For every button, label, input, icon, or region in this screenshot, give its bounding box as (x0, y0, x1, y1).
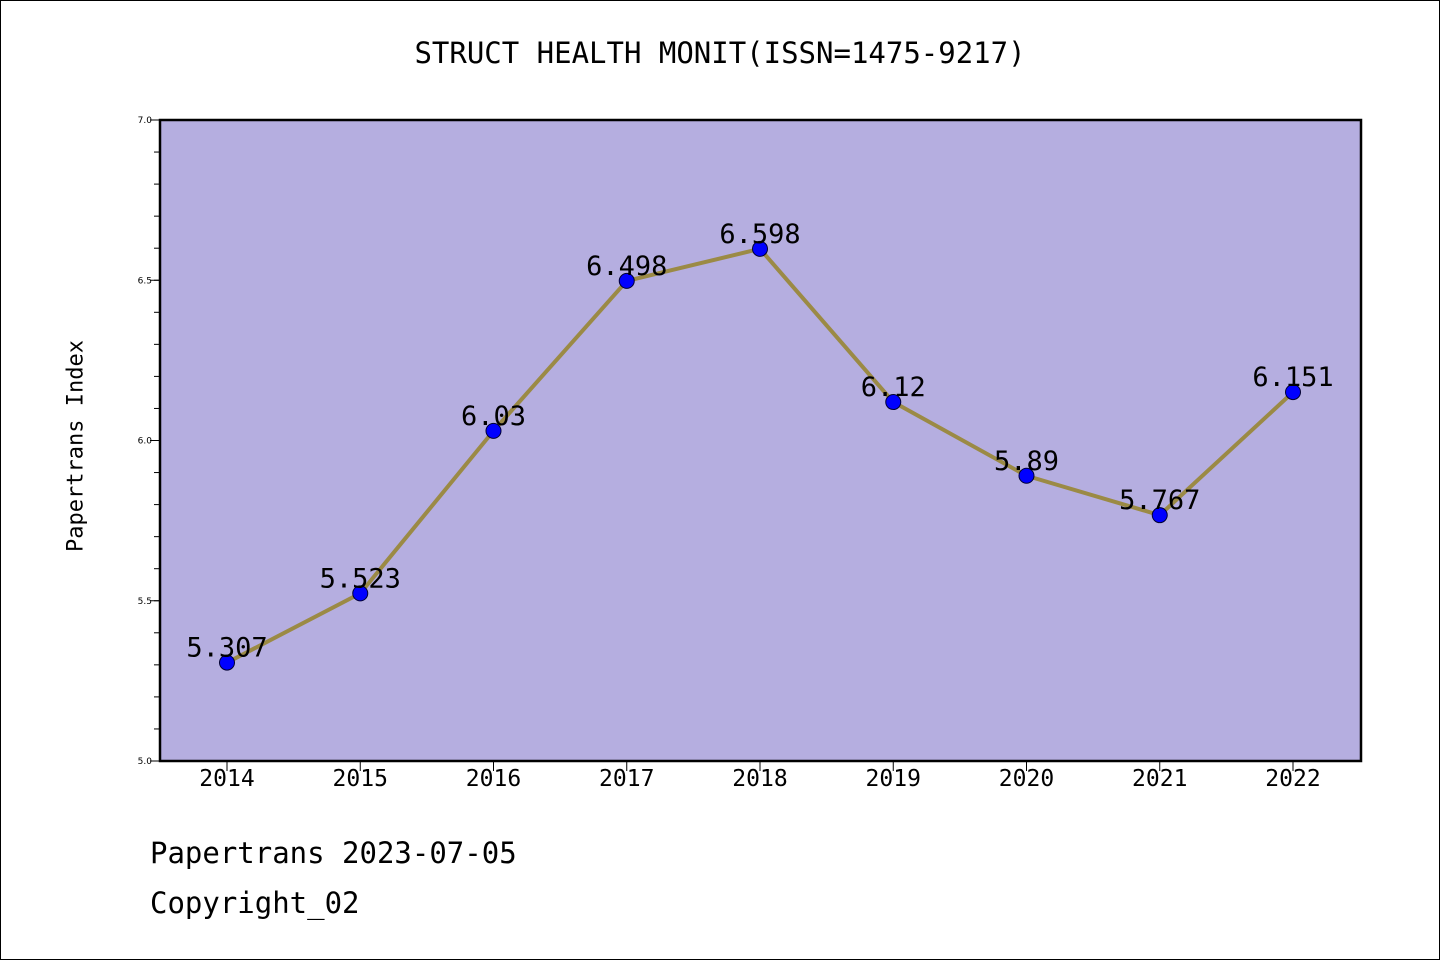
data-label: 5.523 (320, 563, 401, 594)
x-tick-label: 2018 (732, 766, 787, 792)
y-tick-label: 5.0 (138, 757, 153, 767)
y-axis: 5.0 5.5 6.0 6.5 7.0 (138, 116, 160, 767)
plot-area (158, 118, 1363, 763)
series-layer (219, 240, 1301, 671)
data-point (485, 422, 502, 439)
footer-date: Papertrans 2023-07-05 (150, 836, 517, 870)
footer-copyright: Copyright_02 (150, 886, 360, 920)
data-label: 6.12 (861, 372, 926, 403)
x-tick-label: 2015 (333, 766, 388, 792)
data-point (219, 654, 235, 671)
x-tick-label: 2016 (466, 766, 521, 792)
x-tick-label: 2022 (1265, 766, 1320, 792)
data-label: 6.151 (1252, 362, 1333, 393)
data-point (752, 240, 768, 257)
data-label: 6.598 (719, 219, 800, 250)
x-tick-label: 2021 (1132, 766, 1187, 792)
chart-title: STRUCT HEALTH MONIT(ISSN=1475-9217) (414, 36, 1026, 70)
x-axis: 2014 2015 2016 2017 2018 2019 2020 2021 2022 (199, 761, 1321, 792)
x-tick-label: 2019 (866, 766, 921, 792)
data-label: 6.03 (461, 401, 526, 432)
data-label: 5.767 (1119, 485, 1200, 516)
data-point (1018, 467, 1035, 484)
y-tick-label: 6.5 (138, 276, 152, 286)
data-label: 6.498 (586, 251, 667, 282)
x-tick-label: 2017 (599, 766, 654, 792)
y-tick-label: 5.5 (138, 597, 152, 607)
data-label: 5.307 (186, 633, 267, 664)
data-point (618, 272, 635, 289)
data-point (1285, 384, 1301, 401)
data-point (885, 394, 902, 411)
x-tick-label: 2014 (199, 766, 254, 792)
data-point (1151, 507, 1168, 524)
y-tick-label: 6.0 (138, 437, 153, 447)
data-point (352, 585, 369, 602)
data-label-layer: 5.307 5.523 6.03 6.498 6.598 6.12 5.89 5.767 6.1… (186, 219, 1333, 664)
y-tick-label: 7.0 (138, 116, 153, 126)
data-label: 5.89 (994, 446, 1059, 477)
x-tick-label: 2020 (999, 766, 1054, 792)
